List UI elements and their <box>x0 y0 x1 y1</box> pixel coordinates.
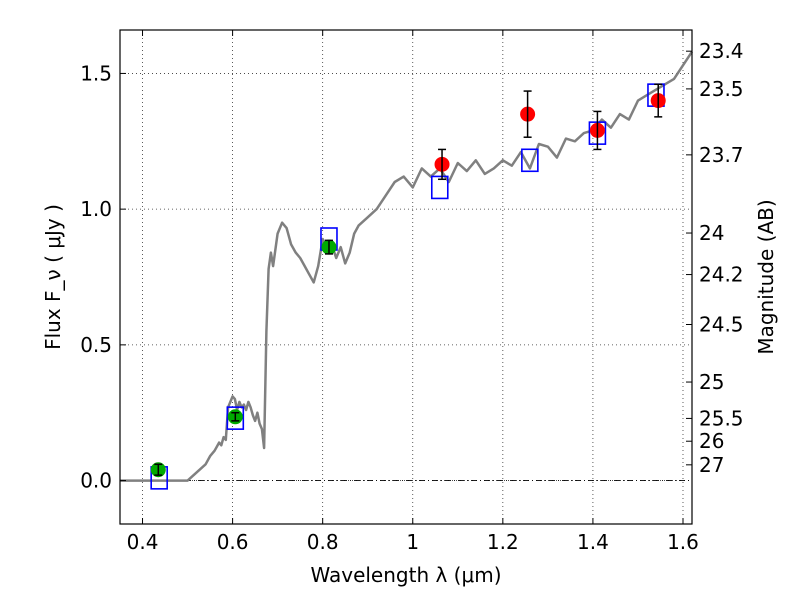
y-tick-label: 0.5 <box>80 333 112 357</box>
y-tick-label: 0.0 <box>80 469 112 493</box>
x-axis-title: Wavelength λ (μm) <box>310 563 501 587</box>
model-photometry-square <box>521 148 539 173</box>
magnitude-tick-label: 26 <box>699 429 724 453</box>
y-axis-right-title: Magnitude (AB) <box>754 199 778 354</box>
model-photometry-square <box>226 406 245 430</box>
plot-frame <box>119 29 693 525</box>
y-tick-label: 1.0 <box>80 197 112 221</box>
magnitude-tick-label: 23.7 <box>699 143 744 167</box>
x-tick-label: 0.4 <box>127 530 159 554</box>
grid-layer <box>120 30 692 524</box>
y-tick-label: 1.5 <box>80 61 112 85</box>
y-axis-title: Flux F_ν ( μJy ) <box>41 204 65 350</box>
magnitude-tick-label: 23.4 <box>699 39 744 63</box>
plot-area <box>120 30 692 524</box>
magnitude-tick-label: 24.2 <box>699 263 744 287</box>
x-tick-label: 1 <box>406 530 419 554</box>
magnitude-tick-label: 23.5 <box>699 77 744 101</box>
series-layer <box>120 51 694 490</box>
x-tick-label: 0.8 <box>307 530 339 554</box>
tick-layer: 0.4 0.6 0.8 1 1.2 1.4 1.6 0.0 0.5 1.0 1.5 23.4 23.5 2… <box>80 30 744 554</box>
magnitude-tick-label: 24.5 <box>699 313 744 337</box>
x-tick-label: 0.6 <box>217 530 249 554</box>
model-photometry-square <box>430 175 449 200</box>
x-tick-label: 1.4 <box>577 530 609 554</box>
magnitude-tick-label: 25 <box>699 370 724 394</box>
x-tick-label: 1.2 <box>487 530 519 554</box>
magnitude-tick-label: 25.5 <box>699 406 744 430</box>
magnitude-tick-label: 27 <box>699 453 724 477</box>
magnitude-tick-label: 24 <box>699 221 724 245</box>
x-tick-label: 1.6 <box>667 530 699 554</box>
